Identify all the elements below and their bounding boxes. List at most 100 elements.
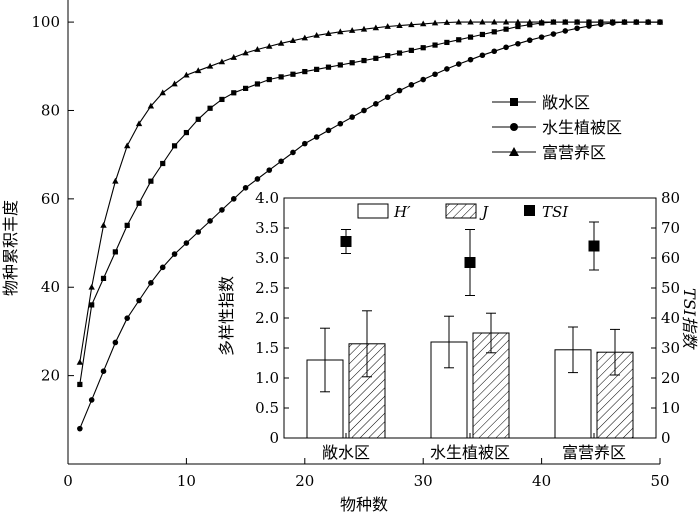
series-2-point: [444, 66, 450, 72]
series-1-point: [479, 31, 485, 38]
main-y-tick-label: 40: [41, 278, 60, 296]
main-y-tick-label: 60: [41, 190, 60, 208]
main-y-axis-label: 物种累积丰度: [1, 200, 20, 296]
series-3-point: [443, 19, 451, 25]
series-2-point: [491, 48, 498, 55]
series-2-point: [574, 25, 580, 32]
series-2-point: [420, 76, 427, 83]
series-3-point: [597, 18, 604, 25]
series-1-point: [124, 222, 130, 228]
series-3-point: [573, 18, 581, 25]
inset-left-tick-label: 4.0: [255, 189, 279, 207]
series-3-point: [313, 31, 320, 38]
inset-right-tick-label: 40: [661, 309, 680, 327]
series-3-point: [633, 18, 640, 25]
series-3-point: [242, 49, 249, 56]
main-x-tick-label: 20: [295, 472, 314, 490]
series-1-point: [278, 74, 284, 80]
main-y-tick-label: 80: [41, 101, 60, 119]
inset-legend-label-h: H′: [393, 203, 411, 221]
inset-bars-group: [306, 221, 634, 439]
legend-label-series-1: 敞水区: [542, 93, 590, 112]
inset-left-ticks: 0 0.5 1.0 1.5 2.0 2.5 3.0 3.5 4.0: [255, 189, 289, 447]
series-1-point: [219, 96, 225, 103]
series-1-point: [136, 200, 142, 206]
series-2-point: [503, 44, 509, 51]
series-1-point: [231, 90, 237, 96]
series-2-point: [455, 61, 462, 67]
series-2-point: [550, 31, 557, 37]
legend-item-series-3: 富营养区: [492, 143, 606, 162]
series-3-point: [562, 18, 569, 25]
series-2-point: [325, 127, 332, 134]
series-3-point: [360, 25, 368, 32]
inset-left-tick-label: 0.5: [255, 399, 279, 417]
main-y-tick-label: 100: [31, 13, 60, 31]
tsi-point: [340, 236, 352, 247]
series-2-point: [230, 196, 237, 202]
series-1-point: [467, 34, 474, 40]
series-1-point: [266, 76, 272, 83]
series-3-point: [538, 18, 545, 25]
series-1-point: [183, 129, 189, 136]
main-x-axis-label: 物种数: [340, 495, 388, 514]
series-3-point: [112, 177, 119, 184]
series-2-point: [515, 40, 521, 47]
series-1-point: [456, 37, 462, 43]
inset-right-tick-label: 10: [661, 399, 680, 417]
series-2-point: [432, 71, 438, 78]
legend-item-series-2: 水生植被区: [492, 118, 622, 137]
series-1-point: [314, 66, 320, 72]
series-1-point: [503, 26, 509, 32]
series-2-point: [77, 425, 83, 432]
series-2-point: [479, 52, 486, 59]
main-x-tick-label: 50: [650, 472, 669, 490]
series-3-point: [124, 142, 131, 149]
series-2-point: [112, 339, 119, 346]
series-3-point: [337, 28, 344, 35]
main-y-tick-label: 20: [41, 367, 60, 385]
inset-right-axis-label: TSI指数: [680, 288, 699, 350]
series-1-point: [361, 57, 367, 64]
series-3-point: [467, 18, 474, 25]
series-3-point: [479, 18, 486, 25]
series-3-point: [206, 62, 214, 69]
series-3-point: [550, 18, 557, 25]
series-1-point: [491, 29, 497, 35]
inset-left-tick-label: 3.0: [255, 249, 279, 267]
series-2-point: [349, 114, 355, 120]
series-3-point: [159, 89, 166, 96]
series-2-point: [562, 28, 569, 34]
series-2-point: [373, 101, 379, 107]
main-y-ticks: 20 40 60 80 100: [31, 13, 74, 385]
series-2-point: [337, 120, 344, 127]
series-2-point: [100, 368, 107, 375]
series-1-point: [420, 45, 426, 51]
series-1-point: [432, 42, 438, 48]
series-2-point: [171, 251, 178, 257]
series-1-point: [195, 116, 201, 122]
legend-item-series-1: 敞水区: [492, 93, 590, 112]
series-2-point: [254, 176, 261, 182]
inset-legend-item-h: H′: [357, 203, 411, 221]
series-3-point: [455, 18, 462, 25]
series-1-point: [385, 53, 391, 59]
series-3-point: [420, 20, 427, 27]
series-2-point: [136, 297, 142, 304]
series-3-point: [609, 18, 616, 25]
series-1-point: [290, 71, 296, 77]
tsi-point: [588, 240, 600, 252]
series-2-point: [88, 397, 95, 403]
inset-left-tick-label: 3.5: [255, 219, 279, 237]
inset-legend: H′ J TSI: [357, 203, 569, 221]
series-3-point: [135, 120, 143, 127]
series-1-point: [444, 39, 450, 46]
series-1-point: [112, 249, 118, 255]
series-3-point: [88, 283, 95, 290]
inset-category-label: 敞水区: [322, 443, 370, 462]
series-1-point: [373, 55, 379, 61]
series-2-point: [361, 107, 367, 114]
series-2-point: [396, 87, 403, 94]
legend-label-series-3: 富营养区: [542, 143, 606, 162]
